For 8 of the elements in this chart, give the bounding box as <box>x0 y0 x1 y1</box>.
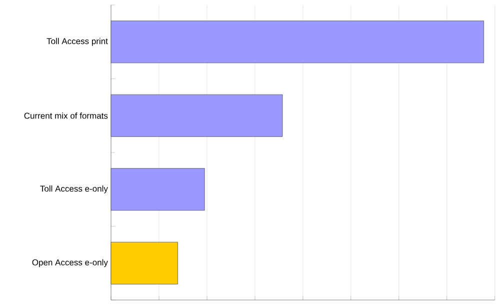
y-tick-label: Toll Access print <box>46 38 108 46</box>
bar <box>110 94 283 137</box>
bar <box>110 20 484 64</box>
bar <box>110 242 178 284</box>
y-tick-label: Open Access e-only <box>32 259 108 268</box>
y-tick-label: Toll Access e-only <box>40 185 108 194</box>
y-tick-label: Current mix of formats <box>24 112 108 119</box>
bar <box>110 168 205 211</box>
